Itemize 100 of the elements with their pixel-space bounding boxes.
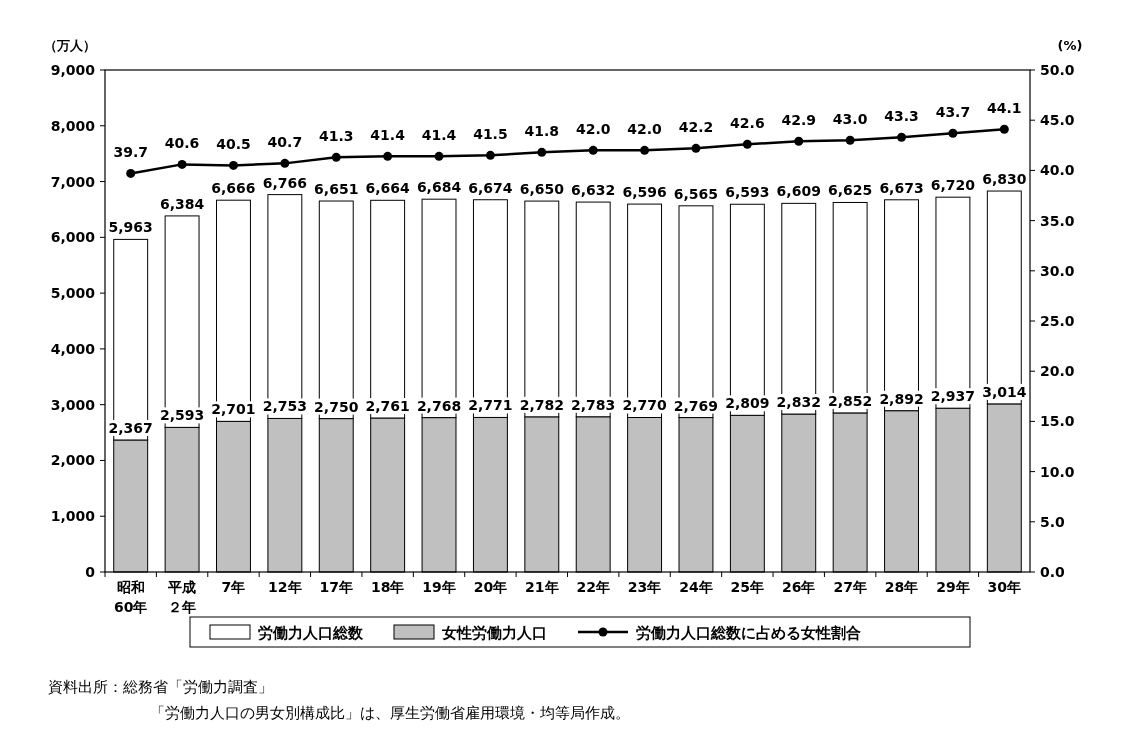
y2-tick-label: 5.0 bbox=[1040, 513, 1066, 530]
total-label: 6,766 bbox=[262, 174, 308, 191]
data-label: 2,593 bbox=[159, 407, 205, 424]
data-label: 2,892 bbox=[879, 390, 924, 407]
legend-label: 労働力人口総数 bbox=[258, 624, 364, 642]
data-label: 2,937 bbox=[930, 388, 976, 405]
x-tick-label: 19年 bbox=[422, 579, 456, 595]
x-tick-label: 18年 bbox=[370, 579, 405, 595]
data-label: 2,753 bbox=[262, 398, 308, 415]
point bbox=[640, 145, 650, 155]
data-label: 42.0 bbox=[575, 121, 611, 138]
x-tick-label: 26年 bbox=[782, 579, 816, 595]
legend-label: 労働力人口総数に占める女性割合 bbox=[636, 624, 861, 642]
legend-label: 女性労働力人口 bbox=[441, 624, 547, 642]
data-label: 41.4 bbox=[370, 127, 406, 144]
data-label: 41.8 bbox=[524, 123, 560, 140]
y-tick-label: 1,000 bbox=[50, 508, 96, 525]
data-label: 3,014 bbox=[982, 383, 1027, 400]
total-label: 6,664 bbox=[365, 180, 411, 197]
x-tick-label: 23年 bbox=[627, 579, 662, 595]
text: 「労働力人口の男女別構成比」は、厚生労働省雇用環境・均等局作成。 bbox=[150, 704, 630, 722]
point bbox=[845, 135, 855, 145]
data-label: 2,769 bbox=[673, 397, 719, 414]
point bbox=[228, 160, 238, 170]
x-tick-label: 17年 bbox=[319, 579, 353, 595]
y2-tick-label: 40.0 bbox=[1040, 162, 1075, 179]
x-tick-label: 24年 bbox=[679, 579, 713, 595]
point bbox=[280, 158, 290, 168]
text: 資料出所：総務省「労働力調査」 bbox=[48, 678, 273, 696]
total-label: 6,651 bbox=[314, 181, 359, 198]
total-label: 6,625 bbox=[827, 182, 873, 199]
x-tick-label: 27年 bbox=[833, 579, 867, 595]
data-label: 2,701 bbox=[211, 401, 256, 418]
data-label: 41.4 bbox=[421, 127, 457, 144]
data-label: 2,809 bbox=[725, 395, 770, 412]
y-tick-label: 9,000 bbox=[50, 62, 96, 78]
point bbox=[897, 132, 907, 142]
point bbox=[331, 152, 341, 162]
data-label: 2,768 bbox=[416, 397, 462, 414]
y2-tick-label: 45.0 bbox=[1040, 112, 1075, 129]
x-tick-label: 25年 bbox=[730, 579, 765, 595]
y2-tick-label: 25.0 bbox=[1040, 313, 1075, 329]
total-label: 6,596 bbox=[622, 184, 667, 201]
data-label: 2,761 bbox=[365, 398, 410, 414]
total-label: 6,384 bbox=[159, 195, 205, 212]
y-tick-label: 2,000 bbox=[50, 452, 96, 469]
total-label: 6,632 bbox=[571, 182, 616, 199]
total-label: 6,830 bbox=[982, 171, 1027, 188]
y2-tick-label: 0.0 bbox=[1040, 564, 1066, 580]
x-tick-label: 7年 bbox=[221, 579, 246, 595]
total-label: 6,674 bbox=[468, 179, 513, 196]
x-tick-label: 30年 bbox=[987, 579, 1022, 595]
total-label: 6,609 bbox=[776, 183, 821, 200]
y2-tick-label: 15.0 bbox=[1040, 413, 1075, 430]
x-tick-label: 21年 bbox=[525, 579, 559, 595]
data-label: 43.3 bbox=[884, 108, 919, 125]
point bbox=[434, 151, 444, 161]
data-label: 2,782 bbox=[519, 396, 564, 413]
point bbox=[485, 150, 495, 160]
data-label: 41.3 bbox=[318, 128, 354, 145]
x-tick-label: 20年 bbox=[473, 579, 508, 595]
data-label: 42.2 bbox=[678, 119, 714, 136]
data-label: 2,770 bbox=[622, 397, 667, 414]
point bbox=[177, 159, 187, 169]
data-label: 40.7 bbox=[267, 134, 303, 151]
y-tick-label: 3,000 bbox=[50, 396, 96, 413]
data-label: 42.0 bbox=[627, 121, 663, 138]
total-label: 6,673 bbox=[879, 179, 924, 196]
point bbox=[948, 128, 958, 138]
point bbox=[691, 143, 701, 153]
data-label: 39.7 bbox=[113, 144, 148, 161]
total-label: 6,650 bbox=[519, 181, 565, 198]
y-tick-label: 4,000 bbox=[50, 340, 96, 357]
total-label: 6,666 bbox=[211, 180, 256, 197]
data-label: 42.6 bbox=[730, 115, 765, 132]
point bbox=[537, 147, 547, 157]
data-label: 40.6 bbox=[164, 135, 200, 152]
y-tick-label: 0 bbox=[85, 564, 96, 580]
y2-tick-label: 10.0 bbox=[1040, 463, 1075, 480]
x-tick-label: 22年 bbox=[576, 579, 610, 595]
y2-tick-label: 20.0 bbox=[1040, 363, 1075, 380]
x-tick-label: 12年 bbox=[268, 579, 302, 595]
data-label: 2,783 bbox=[571, 396, 616, 413]
y2-tick-label: 30.0 bbox=[1040, 262, 1075, 279]
y-tick-label: 6,000 bbox=[50, 229, 96, 246]
total-label: 6,565 bbox=[673, 185, 719, 202]
point bbox=[999, 124, 1009, 134]
y2-tick-label: 35.0 bbox=[1040, 212, 1075, 229]
data-label: 43.0 bbox=[832, 111, 868, 128]
data-label: 2,750 bbox=[314, 398, 359, 415]
point bbox=[794, 136, 804, 146]
total-label: 6,593 bbox=[725, 184, 770, 201]
data-label: 40.5 bbox=[216, 136, 251, 153]
point bbox=[126, 168, 136, 178]
data-label: 2,852 bbox=[827, 392, 873, 409]
y-axis-title: （万人） bbox=[44, 38, 96, 53]
x-tick-label: 28年 bbox=[884, 579, 919, 595]
point bbox=[742, 139, 752, 149]
data-label: 41.5 bbox=[473, 126, 508, 143]
data-label: 42.9 bbox=[781, 112, 817, 129]
